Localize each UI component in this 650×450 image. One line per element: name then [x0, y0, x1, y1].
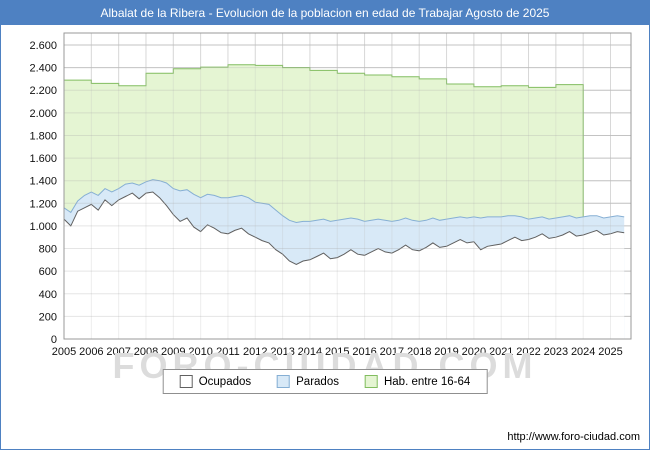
legend-label-ocupados: Ocupados	[198, 375, 252, 388]
svg-text:200: 200	[39, 311, 57, 323]
svg-text:2024: 2024	[571, 346, 595, 358]
svg-text:1.000: 1.000	[29, 221, 57, 233]
legend-swatch-parados	[277, 375, 291, 388]
svg-text:2005: 2005	[52, 346, 76, 358]
svg-text:2016: 2016	[352, 346, 376, 358]
svg-text:2013: 2013	[270, 346, 294, 358]
svg-text:2014: 2014	[298, 346, 322, 358]
svg-text:2.200: 2.200	[29, 85, 57, 97]
svg-text:2021: 2021	[489, 346, 513, 358]
title-bar: Albalat de la Ribera - Evolucion de la p…	[1, 1, 649, 25]
svg-text:2015: 2015	[325, 346, 349, 358]
svg-text:0: 0	[51, 334, 57, 346]
svg-text:2017: 2017	[380, 346, 404, 358]
legend-swatch-ocupados	[179, 375, 193, 388]
svg-text:2.400: 2.400	[29, 63, 57, 75]
svg-text:2009: 2009	[161, 346, 185, 358]
legend-label-parados: Parados	[296, 375, 339, 388]
svg-text:2023: 2023	[544, 346, 568, 358]
legend-item-ocupados: Ocupados	[179, 375, 252, 388]
legend-label-hab-16-64: Hab. entre 16-64	[383, 375, 471, 388]
legend-swatch-hab-16-64	[364, 375, 378, 388]
svg-text:400: 400	[39, 289, 57, 301]
svg-text:2022: 2022	[516, 346, 540, 358]
svg-text:2010: 2010	[188, 346, 212, 358]
legend-item-hab-16-64: Hab. entre 16-64	[364, 375, 471, 388]
page-title: Albalat de la Ribera - Evolucion de la p…	[100, 6, 550, 20]
svg-text:2025: 2025	[598, 346, 622, 358]
svg-text:2008: 2008	[134, 346, 158, 358]
legend: Ocupados Parados Hab. entre 16-64	[162, 369, 488, 394]
svg-text:2012: 2012	[243, 346, 267, 358]
svg-text:2018: 2018	[407, 346, 431, 358]
svg-text:2020: 2020	[462, 346, 486, 358]
svg-text:1.600: 1.600	[29, 153, 57, 165]
svg-text:2007: 2007	[106, 346, 130, 358]
svg-text:600: 600	[39, 266, 57, 278]
svg-text:2011: 2011	[216, 346, 240, 358]
svg-text:2.600: 2.600	[29, 40, 57, 52]
svg-text:1.400: 1.400	[29, 176, 57, 188]
foro-ciudad-link[interactable]: http://www.foro-ciudad.com	[507, 431, 640, 443]
svg-text:2006: 2006	[79, 346, 103, 358]
svg-text:800: 800	[39, 244, 57, 256]
svg-text:2019: 2019	[434, 346, 458, 358]
svg-text:1.800: 1.800	[29, 130, 57, 142]
legend-item-parados: Parados	[277, 375, 339, 388]
svg-text:2.000: 2.000	[29, 108, 57, 120]
svg-text:1.200: 1.200	[29, 198, 57, 210]
